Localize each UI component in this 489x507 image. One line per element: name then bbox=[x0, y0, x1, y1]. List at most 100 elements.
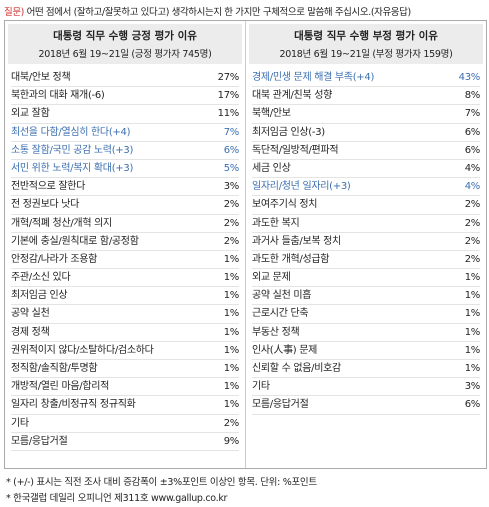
row-label: 신뢰할 수 없음/비호감 bbox=[252, 363, 341, 374]
row-value: 7% bbox=[223, 126, 240, 138]
row-value: 1% bbox=[464, 272, 481, 284]
row-label: 주관/소신 있다 bbox=[11, 272, 71, 284]
table-row: 일자리 창출/비정규직 정규직화 1% bbox=[11, 396, 239, 415]
row-value: 8% bbox=[464, 90, 481, 102]
table-row: 경제/민생 문제 해결 부족(+4) 43% bbox=[252, 69, 481, 88]
table-row: 최저임금 인상(-3) 6% bbox=[252, 124, 480, 142]
row-value: 2% bbox=[464, 235, 481, 247]
row-label: 공약 실천 미흡 bbox=[252, 290, 312, 302]
table-title: 대통령 직무 수행 부정 평가 이유 bbox=[294, 30, 438, 42]
row-value: 1% bbox=[223, 308, 240, 320]
row-value: 5% bbox=[223, 162, 240, 174]
row-label: 과거사 들춤/보복 정치 bbox=[252, 235, 341, 247]
row-label: 경제/민생 문제 해결 부족(+4) bbox=[252, 72, 375, 83]
table-row: 서민 위한 노력/복지 확대(+3) 5% bbox=[11, 160, 240, 179]
row-label: 외교 잘함 bbox=[11, 108, 50, 120]
row-label: 대북/안보 정책 bbox=[11, 72, 71, 83]
table-row: 인사(人事) 문제 1% bbox=[252, 342, 480, 360]
row-label: 전 정권보다 낫다 bbox=[11, 199, 80, 211]
row-value: 1% bbox=[223, 381, 240, 393]
reason-table: 대통령 직무 수행 긍정 평가 이유 2018년 6월 19~21일 (긍정 평가… bbox=[5, 21, 245, 468]
row-label: 최선을 다함/열심히 한다(+4) bbox=[11, 126, 131, 138]
table-row: 과거사 들춤/보복 정치 2% bbox=[252, 233, 480, 251]
row-value: 1% bbox=[223, 326, 240, 338]
row-label: 세금 인상 bbox=[252, 162, 291, 174]
row-label: 기타 bbox=[11, 417, 29, 429]
row-value: 2% bbox=[223, 217, 240, 229]
row-label: 일자리 창출/비정규직 정규직화 bbox=[11, 399, 136, 411]
table-row: 북핵/안보 7% bbox=[252, 105, 481, 124]
row-label: 최저임금 인상(-3) bbox=[252, 126, 325, 138]
row-label: 보여주기식 정치 bbox=[252, 199, 318, 211]
table-row: 주관/소신 있다 1% bbox=[11, 269, 239, 288]
row-label: 근로시간 단축 bbox=[252, 308, 309, 320]
table-row: 북한과의 대화 재개(-6) 17% bbox=[11, 87, 240, 106]
row-value: 1% bbox=[464, 344, 481, 356]
table-row: 독단적/일방적/편파적 6% bbox=[252, 142, 480, 160]
row-label: 북한과의 대화 재개(-6) bbox=[11, 90, 105, 102]
footnote: * (+/-) 표시는 직전 조사 대비 증감폭이 ±3%포인트 이상인 항목.… bbox=[6, 477, 317, 488]
row-value: 2% bbox=[464, 217, 481, 229]
table-row: 개혁/적폐 청산/개혁 의지 2% bbox=[11, 215, 239, 233]
row-label: 개혁/적폐 청산/개혁 의지 bbox=[11, 217, 112, 229]
table-row: 모름/응답거절 6% bbox=[252, 396, 480, 415]
row-label: 공약 실천 bbox=[11, 308, 50, 320]
table-subtitle: 2018년 6월 19~21일 (부정 평가자 159명) bbox=[279, 49, 453, 60]
row-label: 일자리/청년 일자리(+3) bbox=[252, 181, 351, 193]
table-row: 개방적/열린 마음/합리적 1% bbox=[11, 378, 240, 397]
row-value: 6% bbox=[223, 144, 240, 156]
table-row: 일자리/청년 일자리(+3) 4% bbox=[252, 178, 481, 197]
row-label: 서민 위한 노력/복지 확대(+3) bbox=[11, 162, 134, 174]
tables: 대통령 직무 수행 긍정 평가 이유 2018년 6월 19~21일 (긍정 평가… bbox=[4, 20, 487, 469]
row-value: 9% bbox=[223, 435, 240, 447]
row-label: 기타 bbox=[252, 381, 270, 393]
row-label: 정직함/솔직함/투명함 bbox=[11, 363, 98, 374]
row-value: 2% bbox=[464, 199, 481, 211]
table-header: 대통령 직무 수행 긍정 평가 이유 2018년 6월 19~21일 (긍정 평가… bbox=[8, 24, 242, 64]
row-label: 전반적으로 잘한다 bbox=[11, 181, 86, 193]
reason-table: 대통령 직무 수행 부정 평가 이유 2018년 6월 19~21일 (부정 평가… bbox=[245, 21, 486, 468]
table-row: 근로시간 단축 1% bbox=[252, 305, 480, 324]
table-row: 기타 2% bbox=[11, 415, 239, 433]
table-subtitle: 2018년 6월 19~21일 (긍정 평가자 745명) bbox=[38, 49, 212, 60]
row-value: 1% bbox=[464, 363, 481, 374]
row-value: 17% bbox=[217, 90, 240, 102]
table-row: 최선을 다함/열심히 한다(+4) 7% bbox=[11, 124, 239, 142]
table-row: 부동산 정책 1% bbox=[252, 324, 480, 342]
row-value: 7% bbox=[464, 108, 481, 120]
table-row: 외교 문제 1% bbox=[252, 269, 481, 288]
table-row: 외교 잘함 11% bbox=[11, 105, 240, 124]
row-value: 27% bbox=[217, 72, 240, 83]
table-row: 최저임금 인상 1% bbox=[11, 287, 240, 306]
question: 질문) 어떤 점에서 (잘하고/잘못하고 있다고) 생각하시는지 한 가지만 구… bbox=[4, 4, 411, 18]
row-value: 1% bbox=[223, 290, 240, 302]
table-row: 모름/응답거절 9% bbox=[11, 433, 239, 451]
row-label: 대북 관계/친북 성향 bbox=[252, 90, 333, 102]
row-value: 6% bbox=[464, 144, 481, 156]
row-value: 43% bbox=[458, 72, 481, 83]
row-label: 기본에 충실/원칙대로 함/공정함 bbox=[11, 235, 139, 247]
row-value: 1% bbox=[464, 290, 481, 302]
table-row: 공약 실천 미흡 1% bbox=[252, 287, 481, 306]
table-row: 권위적이지 않다/소탈하다/검소하다 1% bbox=[11, 342, 239, 360]
table-row: 세금 인상 4% bbox=[252, 160, 481, 179]
question-prefix: 질문) bbox=[4, 7, 24, 18]
row-value: 11% bbox=[217, 108, 240, 120]
row-value: 1% bbox=[464, 326, 481, 338]
table-row: 전 정권보다 낫다 2% bbox=[11, 196, 239, 215]
row-value: 2% bbox=[223, 235, 240, 247]
row-label: 개방적/열린 마음/합리적 bbox=[11, 381, 110, 393]
table-row: 기본에 충실/원칙대로 함/공정함 2% bbox=[11, 233, 239, 251]
question-text: 어떤 점에서 (잘하고/잘못하고 있다고) 생각하시는지 한 가지만 구체적으로… bbox=[26, 7, 412, 18]
table-row: 경제 정책 1% bbox=[11, 324, 239, 342]
row-value: 4% bbox=[464, 162, 481, 174]
table-row: 전반적으로 잘한다 3% bbox=[11, 178, 239, 197]
row-value: 2% bbox=[464, 253, 481, 265]
row-label: 최저임금 인상 bbox=[11, 290, 68, 302]
table-row: 대북/안보 정책 27% bbox=[11, 69, 240, 88]
row-value: 2% bbox=[223, 417, 240, 429]
row-value: 4% bbox=[464, 181, 481, 193]
row-value: 1% bbox=[223, 344, 240, 356]
row-value: 3% bbox=[464, 381, 481, 393]
table-row: 공약 실천 1% bbox=[11, 305, 240, 324]
